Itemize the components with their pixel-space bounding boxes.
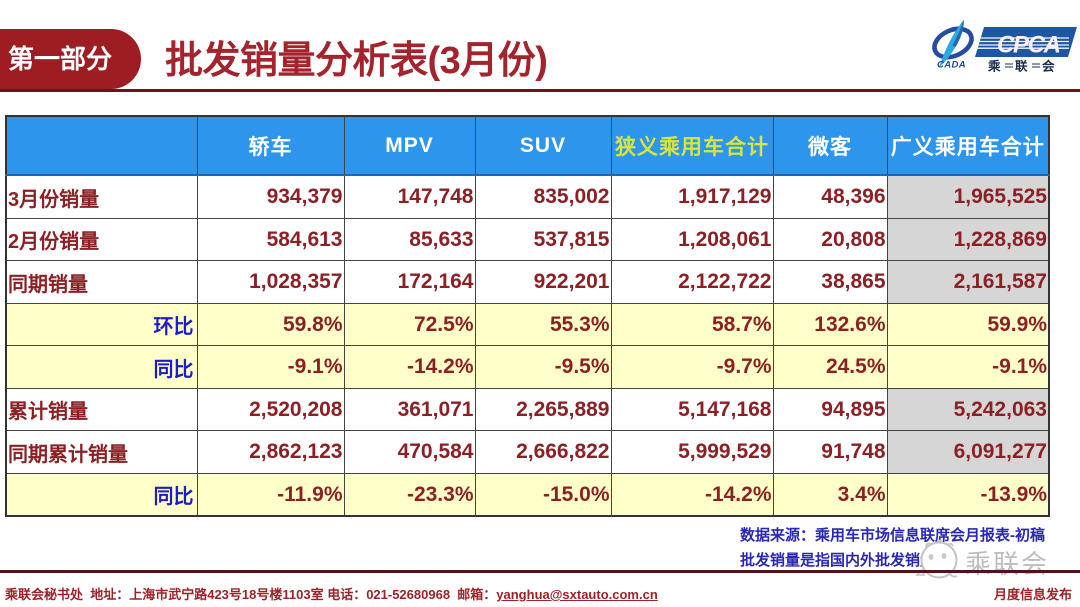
svg-text:乘联会: 乘联会 bbox=[987, 59, 1069, 74]
svg-text:CPCA: CPCA bbox=[997, 32, 1061, 59]
svg-text:CADA: CADA bbox=[937, 60, 966, 71]
